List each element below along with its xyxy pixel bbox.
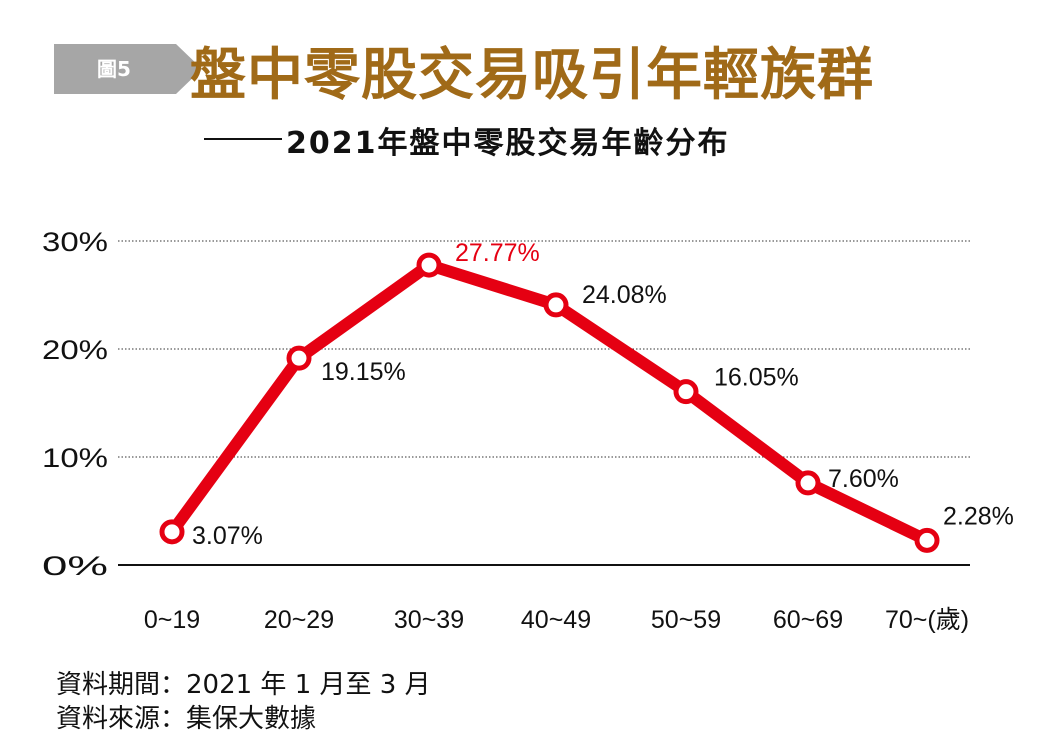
x-tick-label: 0~19: [144, 606, 200, 634]
data-point: [416, 252, 442, 278]
data-label: 24.08%: [582, 281, 667, 309]
y-tick-label: 0%: [42, 551, 108, 581]
chart-title: 盤中零股交易吸引年輕族群: [190, 42, 874, 108]
y-tick-label: 30%: [42, 227, 108, 257]
data-label: 2.28%: [943, 502, 1014, 530]
x-tick-label: 60~69: [773, 606, 843, 634]
data-label: 27.77%: [455, 239, 540, 267]
figure-badge-label: 圖5: [97, 57, 131, 81]
y-tick-label: 10%: [42, 443, 108, 473]
x-tick-label: 70~(歲): [885, 606, 969, 634]
badge-arrow-shape: [54, 44, 202, 94]
x-tick-label: 20~29: [264, 606, 334, 634]
data-source-note: 資料來源：集保大數據: [56, 704, 317, 734]
data-label: 16.05%: [714, 364, 799, 392]
chart-subtitle: 2021年盤中零股交易年齡分布: [286, 126, 730, 161]
data-point: [543, 292, 569, 318]
data-label: 7.60%: [828, 465, 899, 493]
x-tick-label: 50~59: [651, 606, 721, 634]
data-point: [914, 527, 940, 553]
line-chart: 0% 10% 20% 30% 0~19 20~29 30~39 40~49 50~59 60~69…: [42, 227, 1014, 634]
subtitle-dash: [204, 138, 282, 140]
data-label: 3.07%: [192, 522, 263, 550]
data-label: 19.15%: [321, 358, 406, 386]
footnotes: 資料期間：2021 年 1 月至 3 月 資料來源：集保大數據: [56, 668, 431, 736]
y-tick-label: 20%: [42, 335, 108, 365]
data-period-note: 資料期間：2021 年 1 月至 3 月: [56, 670, 431, 700]
data-point: [286, 345, 312, 371]
x-tick-label: 40~49: [521, 606, 591, 634]
data-point: [795, 470, 821, 496]
x-tick-label: 30~39: [394, 606, 464, 634]
data-point: [159, 519, 185, 545]
data-point: [673, 379, 699, 405]
figure-badge: 圖5: [54, 44, 204, 94]
